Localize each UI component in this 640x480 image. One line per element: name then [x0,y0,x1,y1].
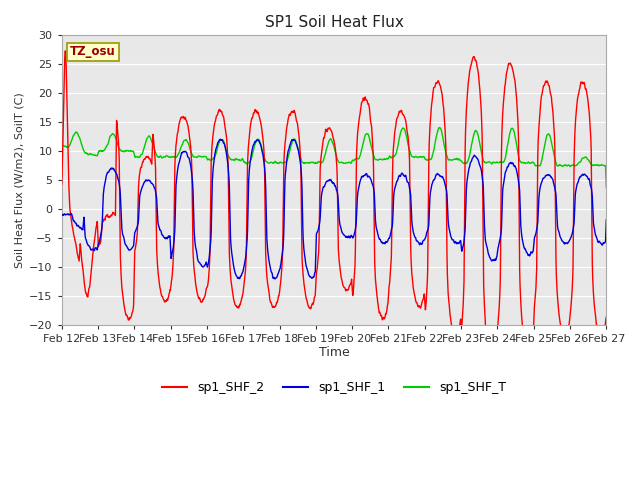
Legend: sp1_SHF_2, sp1_SHF_1, sp1_SHF_T: sp1_SHF_2, sp1_SHF_1, sp1_SHF_T [157,376,511,399]
sp1_SHF_T [490,159,498,165]
sp1_SHF_2 [419,297,427,303]
Line: sp1_SHF_1: sp1_SHF_1 [61,139,606,279]
X-axis label: Time: Time [319,347,349,360]
Title: SP1 Soil Heat Flux: SP1 Soil Heat Flux [264,15,403,30]
sp1_SHF_1 [490,257,498,263]
sp1_SHF_T [58,142,65,148]
sp1_SHF_2 [538,89,546,95]
Text: TZ_osu: TZ_osu [70,46,116,59]
sp1_SHF_T [435,125,443,131]
sp1_SHF_1 [240,263,248,269]
sp1_SHF_2 [166,287,174,293]
Line: sp1_SHF_T: sp1_SHF_T [61,128,606,187]
sp1_SHF_T [179,140,187,146]
sp1_SHF_2 [58,181,65,187]
sp1_SHF_1 [166,234,173,240]
sp1_SHF_2 [602,314,610,320]
sp1_SHF_2 [490,354,498,360]
sp1_SHF_T [166,155,173,160]
Y-axis label: Soil Heat Flux (W/m2), SoilT (C): Soil Heat Flux (W/m2), SoilT (C) [15,92,25,268]
Line: sp1_SHF_2: sp1_SHF_2 [61,51,606,360]
sp1_SHF_1 [271,276,279,282]
sp1_SHF_1 [419,238,427,243]
sp1_SHF_2 [179,114,187,120]
sp1_SHF_1 [216,136,224,142]
sp1_SHF_T [538,156,546,162]
sp1_SHF_T [240,158,248,164]
sp1_SHF_2 [489,357,497,362]
sp1_SHF_1 [179,149,187,155]
sp1_SHF_T [419,154,426,160]
sp1_SHF_T [602,184,610,190]
sp1_SHF_1 [58,212,65,217]
sp1_SHF_1 [538,178,546,183]
sp1_SHF_2 [61,48,69,54]
sp1_SHF_1 [602,217,610,223]
sp1_SHF_2 [240,281,248,287]
